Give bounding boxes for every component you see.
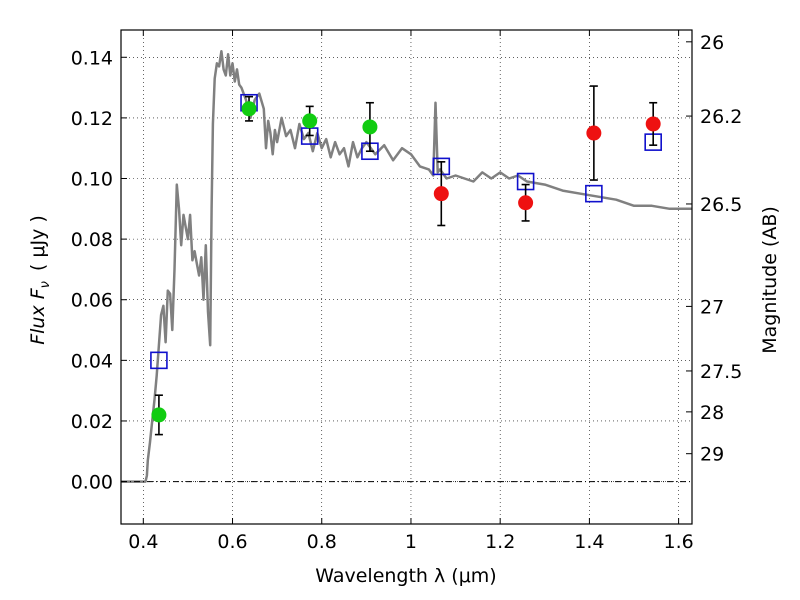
green-data-point bbox=[151, 407, 167, 423]
plot-series bbox=[121, 49, 692, 483]
green-data-point bbox=[362, 119, 378, 135]
mag-tick-label: 27 bbox=[700, 296, 724, 318]
green-data-point bbox=[241, 101, 257, 117]
red-data-point bbox=[586, 125, 602, 141]
x-tick-label: 0.4 bbox=[128, 531, 158, 553]
red-data-point bbox=[433, 186, 449, 202]
mag-tick-label: 26.5 bbox=[700, 194, 742, 216]
y-tick-label: 0.12 bbox=[71, 108, 113, 130]
x-tick-label: 1 bbox=[405, 531, 417, 553]
y-axis-title: Flux Fν ( μJy ) bbox=[27, 215, 53, 345]
x-tick-label: 1.6 bbox=[664, 531, 694, 553]
y-tick-label: 0.04 bbox=[71, 350, 113, 372]
plot-frame bbox=[120, 29, 693, 525]
model-photometry-square bbox=[585, 184, 603, 203]
x-tick-label: 1.4 bbox=[574, 531, 604, 553]
y-tick-label: 0.06 bbox=[71, 290, 113, 312]
y-tick-label: 0.10 bbox=[71, 169, 113, 191]
y-axis-title-units: ( μJy ) bbox=[27, 215, 49, 271]
axes: 0.4 0.6 0.8 1 1.2 1.4 1.6 0.00 0.02 0.04 0.06 0.08 0… bbox=[71, 29, 742, 553]
x-tick-label: 0.6 bbox=[217, 531, 247, 553]
green-data-point bbox=[302, 113, 318, 129]
y-tick-label: 0.08 bbox=[71, 229, 113, 251]
x-tick-label: 0.8 bbox=[307, 531, 337, 553]
mag-tick-label: 28 bbox=[700, 402, 724, 424]
mag-tick-label: 29 bbox=[700, 444, 724, 466]
model-photometry-square bbox=[150, 351, 168, 370]
mag-tick-label: 26.2 bbox=[700, 106, 742, 128]
red-data-point bbox=[645, 116, 661, 132]
mag-tick-label: 26 bbox=[700, 32, 724, 54]
y-tick-label: 0.00 bbox=[71, 472, 113, 494]
x-tick-label: 1.2 bbox=[485, 531, 515, 553]
y-tick-label: 0.14 bbox=[71, 47, 113, 69]
y-axis-title-main: Flux F bbox=[27, 287, 49, 345]
red-data-point bbox=[518, 195, 534, 211]
right-axis-title: Magnitude (AB) bbox=[759, 206, 781, 354]
y-axis-title-sub: ν bbox=[38, 281, 53, 288]
mag-tick-label: 27.5 bbox=[700, 361, 742, 383]
y-tick-label: 0.02 bbox=[71, 411, 113, 433]
model-spectrum-line bbox=[121, 49, 692, 483]
x-axis-title: Wavelength λ (μm) bbox=[315, 565, 496, 587]
